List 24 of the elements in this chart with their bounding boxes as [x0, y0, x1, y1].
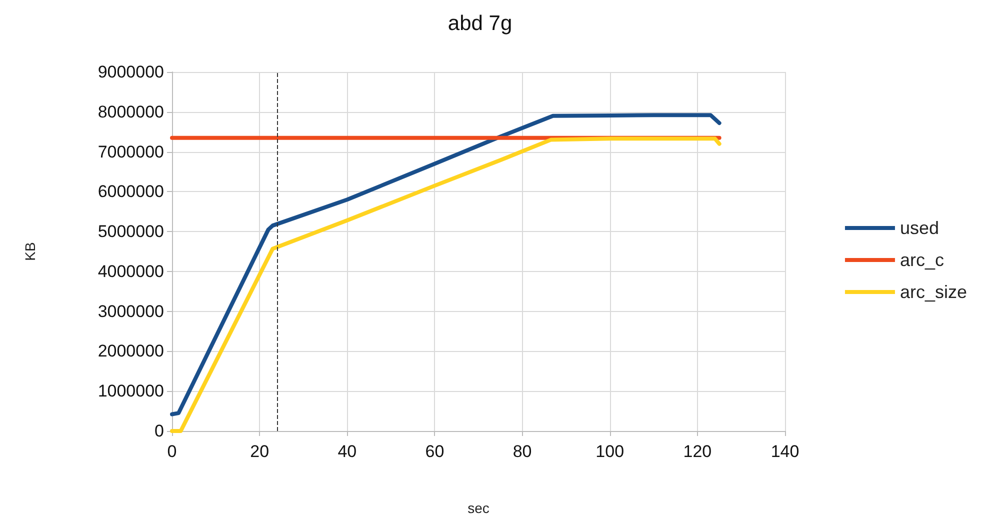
y-tick-label: 9000000 [98, 62, 164, 82]
x-tick-label: 40 [338, 442, 357, 461]
legend-label: arc_c [900, 250, 944, 270]
x-tick-label: 120 [683, 442, 712, 461]
y-tick-label: 8000000 [98, 102, 164, 122]
legend-label: arc_size [900, 282, 968, 302]
x-tick-label: 60 [425, 442, 444, 461]
y-tick-label: 2000000 [98, 342, 164, 361]
x-tick-label: 100 [596, 442, 624, 461]
y-axis-title: KB [22, 242, 38, 261]
x-tick-label: 0 [167, 442, 177, 461]
y-tick-label: 7000000 [98, 142, 164, 162]
y-tick-label: 1000000 [98, 382, 164, 401]
y-tick-label: 0 [154, 422, 164, 440]
y-tick-label: 6000000 [98, 182, 164, 202]
x-axis-title: sec [468, 500, 490, 516]
x-tick-label: 20 [250, 442, 270, 461]
y-tick-label: 4000000 [98, 262, 164, 281]
x-tick-label: 140 [770, 442, 800, 461]
y-tick-label: 5000000 [98, 222, 164, 242]
legend-label: used [900, 218, 940, 238]
chart-title: abd 7g [448, 12, 512, 35]
x-tick-label: 80 [512, 442, 532, 461]
y-tick-label: 3000000 [98, 302, 164, 321]
